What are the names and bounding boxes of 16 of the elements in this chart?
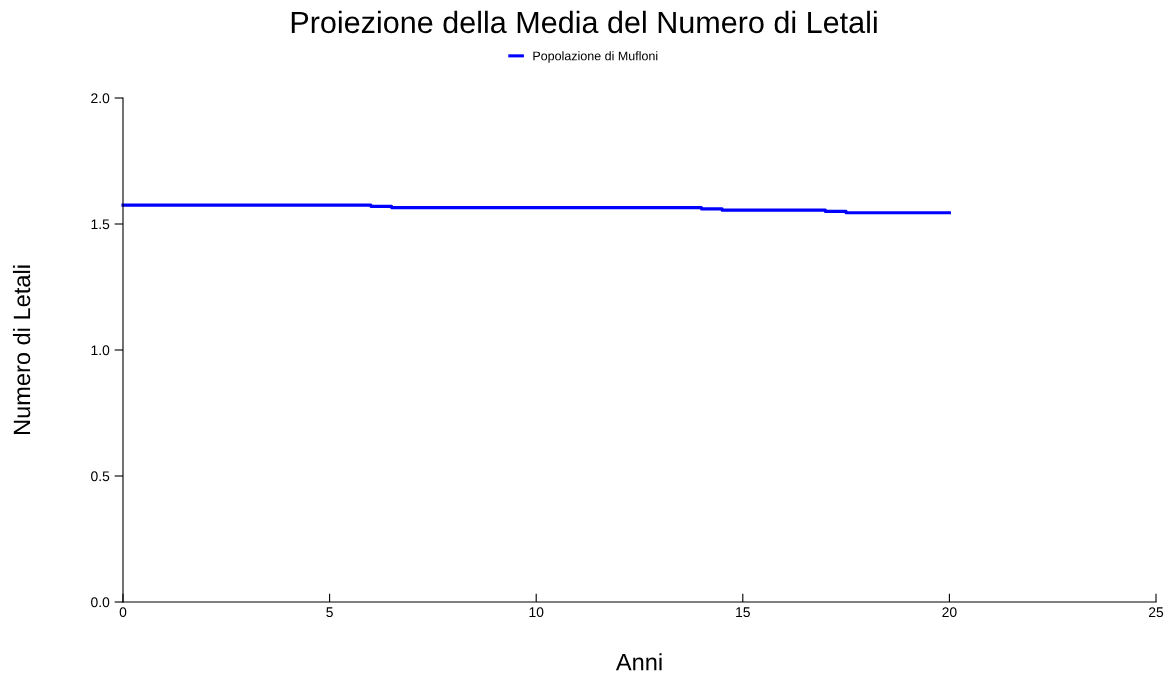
x-tick-label: 20 [942,607,957,618]
legend-label: Popolazione di Mufloni [533,51,658,63]
chart-title: Proiezione della Media del Numero di Letali [291,10,877,34]
y-tick-label: 2.0 [91,93,110,104]
x-axis-title: Anni [615,653,662,671]
x-tick-label: 5 [326,607,333,618]
x-tick-label: 15 [736,607,750,618]
x-tick-label: 0 [119,607,127,618]
y-tick-label: 1.5 [91,219,110,230]
y-tick-label: 0.0 [91,597,110,608]
x-tick-label: 10 [529,607,544,618]
y-axis-title: Numero di Letali [12,265,31,435]
y-tick-label: 0.5 [91,471,110,482]
line-series [121,203,951,215]
x-tick-label: 25 [1148,607,1164,618]
y-tick-label: 1.0 [91,345,110,356]
